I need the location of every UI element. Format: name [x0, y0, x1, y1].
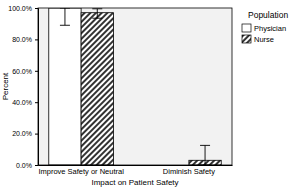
y-tick-mark — [35, 102, 38, 103]
legend-label: Physician — [254, 24, 286, 33]
y-tick-mark — [35, 165, 38, 166]
y-tick-mark — [35, 39, 38, 40]
x-axis-title: Impact on Patient Safety — [91, 178, 178, 187]
y-axis-line — [35, 9, 39, 166]
y-tick: 80.0% — [12, 36, 38, 43]
y-tick-mark — [35, 71, 38, 72]
y-tick-mark — [35, 8, 38, 9]
y-tick-label: 80.0% — [12, 36, 32, 43]
error-bar — [60, 8, 70, 25]
plot-frame — [38, 8, 232, 165]
x-tick: Diminish Safety — [163, 165, 215, 176]
bar — [49, 8, 81, 165]
x-tick: Improve Safety or Neutral — [38, 165, 124, 176]
y-tick: 0.0% — [16, 162, 38, 169]
y-tick-label: 40.0% — [12, 99, 32, 106]
legend: Population Physician Nurse — [242, 10, 288, 44]
y-tick: 40.0% — [12, 99, 38, 106]
y-tick-label: 20.0% — [12, 130, 32, 137]
y-tick-label: 60.0% — [12, 68, 32, 75]
legend-swatch — [242, 35, 251, 43]
chart: 0.0% 20.0% 40.0% 60.0% 80.0% 100.0% Improve Sa… — [0, 0, 300, 187]
plot-area — [49, 8, 221, 165]
plot-background — [38, 8, 232, 165]
legend-label: Nurse — [254, 35, 274, 44]
bar — [81, 13, 113, 165]
y-tick-label: 0.0% — [16, 162, 32, 169]
y-tick-mark — [35, 134, 38, 135]
x-tick-label: Diminish Safety — [163, 167, 215, 176]
x-axis-line — [39, 165, 233, 166]
y-tick-label: 100.0% — [8, 5, 32, 12]
error-bar — [200, 145, 210, 165]
y-tick: 60.0% — [12, 68, 38, 75]
error-bar — [92, 9, 102, 18]
y-tick: 20.0% — [12, 130, 38, 137]
legend-title: Population — [248, 10, 288, 20]
y-axis: 0.0% 20.0% 40.0% 60.0% 80.0% 100.0% — [8, 5, 38, 169]
x-axis: Improve Safety or Neutral Diminish Safety — [38, 165, 232, 176]
y-axis-title: Percent — [1, 72, 10, 100]
legend-swatch — [242, 24, 251, 32]
y-tick: 100.0% — [8, 5, 38, 12]
x-tick-label: Improve Safety or Neutral — [38, 167, 124, 176]
